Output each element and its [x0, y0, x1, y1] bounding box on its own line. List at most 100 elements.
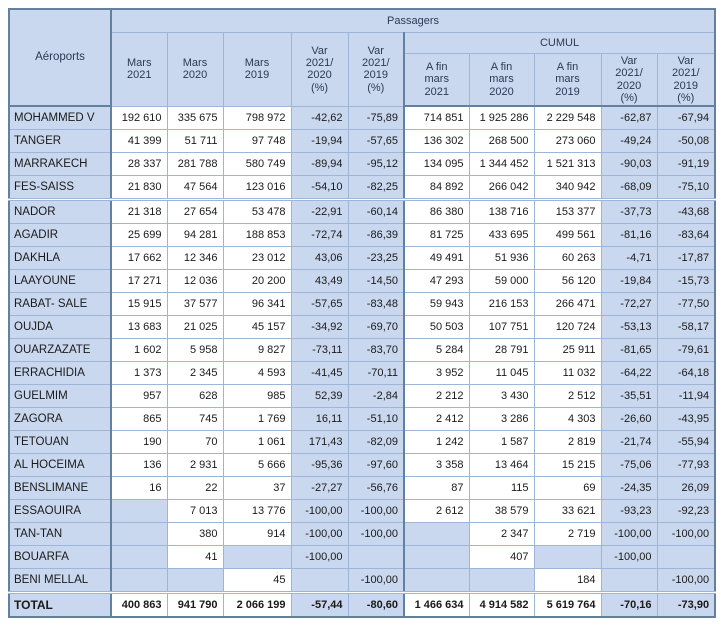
table-header: Aéroports Passagers Mars 2021 Mars 2020 …: [8, 8, 716, 108]
value-cell: -21,74: [600, 430, 658, 455]
value-cell: 43,49: [290, 269, 349, 294]
value-cell: 28 791: [468, 338, 535, 363]
value-cell: -19,84: [600, 269, 658, 294]
value-cell: 21 318: [110, 198, 168, 225]
value-cell: -82,09: [347, 430, 405, 455]
value-cell: 94 281: [166, 223, 224, 248]
airport-name: TAN-TAN: [8, 522, 112, 547]
value-cell: -53,13: [600, 315, 658, 340]
value-cell: 33 621: [533, 499, 602, 524]
value-cell: -11,94: [656, 384, 716, 409]
value-cell: 26,09: [656, 476, 716, 501]
table-row: BOUARFA 41 -100,00 407 -100,00: [8, 545, 716, 570]
value-cell: -70,16: [600, 591, 658, 618]
value-cell: 1 587: [468, 430, 535, 455]
value-cell: 1 602: [110, 338, 168, 363]
value-cell: 12 346: [166, 246, 224, 271]
value-cell: 340 942: [533, 175, 602, 201]
table-row: ESSAOUIRA 7 013 13 776 -100,00 -100,00 2 612 3…: [8, 499, 716, 524]
value-cell: [222, 545, 292, 570]
value-cell: 136 302: [403, 129, 470, 154]
value-cell: 499 561: [533, 223, 602, 248]
value-cell: -51,10: [347, 407, 405, 432]
value-cell: -55,94: [656, 430, 716, 455]
value-cell: -57,65: [290, 292, 349, 317]
value-cell: -57,65: [347, 129, 405, 154]
passengers-group-header: Passagers: [110, 8, 716, 33]
table-row: LAAYOUNE 17 271 12 036 20 200 43,49 -14,50 47 …: [8, 269, 716, 294]
column-header-cumul-var-2021-2020: Var 2021/ 2020 (%): [600, 53, 658, 108]
header-row-top: Aéroports Passagers: [8, 8, 716, 108]
value-cell: 11 045: [468, 361, 535, 386]
value-cell: 268 500: [468, 129, 535, 154]
value-cell: -56,76: [347, 476, 405, 501]
value-cell: -19,94: [290, 129, 349, 154]
value-cell: 15 215: [533, 453, 602, 478]
table-row: TANGER 41 399 51 711 97 748 -19,94 -57,65 136 …: [8, 129, 716, 154]
value-cell: -73,11: [290, 338, 349, 363]
table-row: AGADIR 25 699 94 281 188 853 -72,74 -86,39 81 …: [8, 223, 716, 248]
value-cell: -22,91: [290, 198, 349, 225]
airport-name: DAKHLA: [8, 246, 112, 271]
value-cell: 37: [222, 476, 292, 501]
value-cell: -60,14: [347, 198, 405, 225]
value-cell: -72,74: [290, 223, 349, 248]
value-cell: 16: [110, 476, 168, 501]
value-cell: 97 748: [222, 129, 292, 154]
value-cell: [403, 522, 470, 547]
airport-name: ZAGORA: [8, 407, 112, 432]
value-cell: 2 819: [533, 430, 602, 455]
value-cell: -68,09: [600, 175, 658, 201]
value-cell: 628: [166, 384, 224, 409]
value-cell: 3 430: [468, 384, 535, 409]
value-cell: -14,50: [347, 269, 405, 294]
value-cell: 1 925 286: [468, 105, 535, 131]
value-cell: 86 380: [403, 198, 470, 225]
value-cell: 153 377: [533, 198, 602, 225]
value-cell: 1 061: [222, 430, 292, 455]
value-cell: 941 790: [166, 591, 224, 618]
value-cell: -64,22: [600, 361, 658, 386]
value-cell: -73,90: [656, 591, 716, 618]
value-cell: -75,89: [347, 105, 405, 131]
value-cell: [403, 545, 470, 570]
value-cell: 335 675: [166, 105, 224, 131]
value-cell: 985: [222, 384, 292, 409]
value-cell: -42,62: [290, 105, 349, 131]
value-cell: [347, 545, 405, 570]
value-cell: 23 012: [222, 246, 292, 271]
value-cell: 1 769: [222, 407, 292, 432]
airport-name: FES-SAISS: [8, 175, 112, 201]
value-cell: 2 412: [403, 407, 470, 432]
value-cell: 27 654: [166, 198, 224, 225]
value-cell: 407: [468, 545, 535, 570]
airports-column-header: Aéroports: [8, 8, 112, 108]
value-cell: -77,50: [656, 292, 716, 317]
value-cell: 1 521 313: [533, 152, 602, 177]
value-cell: 134 095: [403, 152, 470, 177]
value-cell: [290, 568, 349, 594]
airport-name: AL HOCEIMA: [8, 453, 112, 478]
value-cell: 4 914 582: [468, 591, 535, 618]
value-cell: -72,27: [600, 292, 658, 317]
value-cell: 2 719: [533, 522, 602, 547]
value-cell: -86,39: [347, 223, 405, 248]
column-header-cumul-2020: A fin mars 2020: [468, 53, 535, 108]
value-cell: 273 060: [533, 129, 602, 154]
value-cell: 2 931: [166, 453, 224, 478]
value-cell: 53 478: [222, 198, 292, 225]
value-cell: 190: [110, 430, 168, 455]
value-cell: 45 157: [222, 315, 292, 340]
value-cell: 45: [222, 568, 292, 594]
value-cell: 2 212: [403, 384, 470, 409]
value-cell: -100,00: [290, 545, 349, 570]
value-cell: -100,00: [290, 522, 349, 547]
airport-name: BENI MELLAL: [8, 568, 112, 594]
value-cell: 281 788: [166, 152, 224, 177]
value-cell: [110, 568, 168, 594]
value-cell: 59 000: [468, 269, 535, 294]
value-cell: 745: [166, 407, 224, 432]
value-cell: 84 892: [403, 175, 470, 201]
value-cell: 56 120: [533, 269, 602, 294]
airport-name: MARRAKECH: [8, 152, 112, 177]
